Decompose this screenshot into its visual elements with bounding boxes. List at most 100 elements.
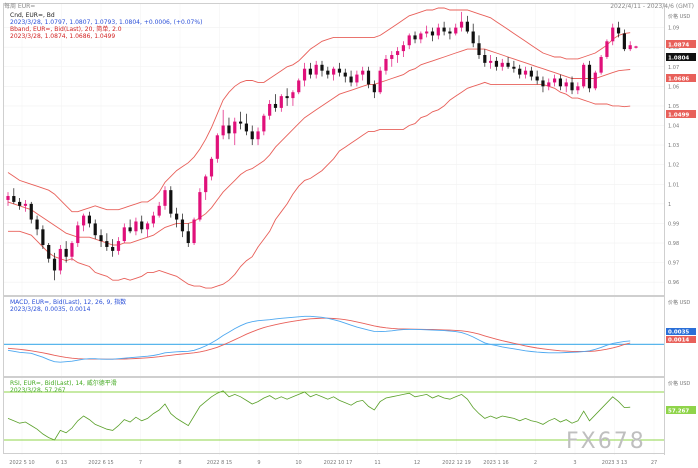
candle-body — [233, 121, 237, 134]
date-x-tick: 3 — [573, 460, 576, 466]
candle-body — [268, 103, 272, 116]
candle-body — [419, 33, 423, 40]
price-axis-units: 价格 USD — [668, 13, 690, 20]
price-y-tick: 0.97 — [668, 261, 679, 267]
macd-tag: 0.0035 — [666, 328, 696, 336]
candle-body — [372, 84, 376, 93]
candle-body — [244, 123, 249, 132]
candle-body — [332, 68, 336, 75]
macd-layer — [4, 315, 664, 363]
candle-body — [128, 227, 132, 232]
bollinger-layer — [7, 7, 631, 289]
candle-body — [47, 244, 51, 259]
top-left-label: 每周 EUR= — [4, 2, 35, 10]
price-y-tick: 0.98 — [668, 241, 679, 247]
candle-body — [407, 35, 411, 46]
candle-body — [157, 205, 161, 216]
candle-body — [105, 241, 109, 247]
price-title: Cnd, EUR=, Bd — [10, 12, 55, 19]
candle-body — [221, 125, 225, 136]
candle-body — [512, 66, 516, 69]
candle-body — [151, 215, 155, 224]
candle-body — [140, 221, 144, 230]
candle-body — [87, 215, 92, 224]
candle-body — [611, 27, 615, 42]
candle-body — [378, 70, 382, 93]
candle-body — [413, 35, 417, 40]
candle-body — [18, 201, 22, 206]
candle-body — [593, 72, 597, 89]
grid-layer — [4, 4, 664, 455]
rsi-tag: 57.267 — [666, 406, 696, 415]
svg-text:1.0804: 1.0804 — [668, 56, 689, 62]
candle-body — [6, 196, 10, 200]
rsi-layer — [4, 390, 664, 441]
price-y-tick: 1.03 — [668, 143, 679, 149]
middle-band-tag: 1.0686 — [666, 74, 696, 83]
date-x-tick: 2022 8 15 — [207, 460, 232, 466]
candle-body — [337, 68, 342, 73]
candle-body — [587, 64, 592, 89]
candle-body — [192, 219, 196, 244]
candle-body — [349, 76, 353, 83]
candle-body — [401, 45, 406, 52]
candle-body — [64, 248, 68, 257]
candle-body — [99, 235, 103, 242]
candle-body — [145, 223, 150, 230]
macd-title: MACD, EUR=, Bid(Last), 12, 26, 9, 指数 — [10, 298, 126, 306]
candle-body — [558, 78, 563, 87]
svg-text:0.0035: 0.0035 — [668, 330, 689, 336]
date-x-tick: 10 — [295, 460, 301, 466]
candle-body — [523, 70, 528, 75]
candle-body — [169, 190, 173, 214]
candle-body — [326, 70, 330, 75]
candle-body — [541, 80, 545, 87]
bollinger-lower-line — [8, 81, 631, 289]
date-x-tick: 2022 12 19 — [442, 460, 471, 466]
candle-body — [395, 51, 400, 56]
candle-body — [134, 221, 138, 232]
candle-body — [291, 92, 295, 99]
date-x-tick: 27 — [651, 460, 657, 466]
svg-text:57.267: 57.267 — [668, 409, 689, 415]
candle-body — [76, 225, 80, 244]
candle-body — [186, 231, 190, 244]
candle-body — [41, 229, 45, 245]
candle-body — [616, 27, 621, 34]
candle-body — [425, 31, 429, 34]
price-y-tick: 1.02 — [668, 163, 679, 169]
rsi-axis-units: 价格 USD — [668, 380, 690, 387]
candle-body — [180, 219, 185, 232]
candle-body — [477, 43, 481, 56]
candle-body — [622, 33, 626, 50]
last-price-tag: 1.0804 — [666, 53, 696, 62]
macd-line — [7, 315, 631, 363]
price-y-tick: 0.96 — [668, 280, 679, 286]
date-x-tick: 2022 6 15 — [88, 460, 113, 466]
candle-body — [58, 248, 62, 271]
candles-layer — [6, 11, 638, 281]
price-y-tick: 1.01 — [668, 182, 679, 188]
date-x-tick: 9 — [257, 460, 260, 466]
candle-body — [454, 27, 458, 34]
date-x-tick: 12 — [414, 460, 420, 466]
candle-body — [506, 62, 510, 67]
candle-body — [518, 68, 522, 75]
bband-title: Bband, EUR=, Bid(Last), 20, 简单, 2.0 — [10, 25, 122, 33]
candle-body — [430, 31, 435, 36]
candle-body — [576, 86, 580, 91]
candle-body — [436, 27, 440, 36]
price-y-tick: 0.99 — [668, 221, 679, 227]
rsi-values: 2023/3/28, 57.267 — [10, 387, 66, 394]
candle-body — [471, 31, 475, 44]
svg-text:1.0499: 1.0499 — [668, 113, 689, 119]
candle-body — [605, 41, 609, 57]
price-y-tick: 1.09 — [668, 26, 679, 32]
candle-body — [116, 241, 121, 251]
candle-body — [215, 135, 219, 159]
price-y-tick: 1.06 — [668, 84, 679, 90]
candle-body — [355, 74, 359, 83]
date-x-ticks: 2022 5 10 6 13 2022 6 15 7 8 2022 8 15 9 10 2022… — [9, 460, 657, 466]
candle-body — [35, 219, 39, 230]
candle-body — [582, 64, 586, 87]
